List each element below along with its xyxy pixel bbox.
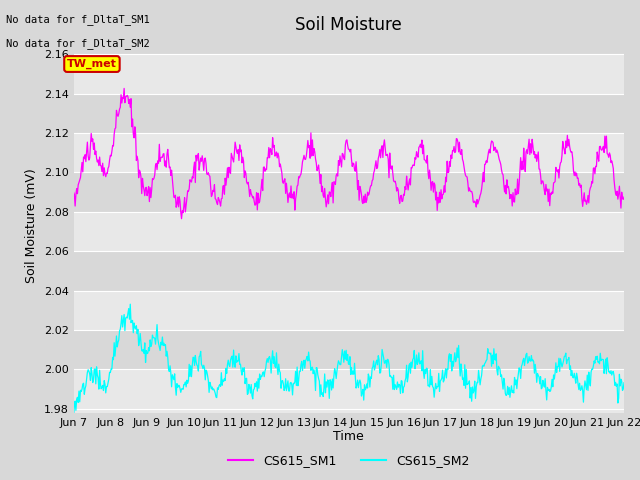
- Bar: [74, 370, 624, 409]
- Bar: [74, 212, 624, 251]
- Text: No data for f_DltaT_SM1: No data for f_DltaT_SM1: [6, 14, 150, 25]
- Bar: [74, 94, 624, 133]
- Bar: [74, 290, 624, 330]
- Legend: CS615_SM1, CS615_SM2: CS615_SM1, CS615_SM2: [223, 449, 475, 472]
- Y-axis label: Soil Moisture (mV): Soil Moisture (mV): [26, 168, 38, 283]
- Bar: [74, 330, 624, 370]
- Bar: [74, 409, 624, 432]
- Bar: [74, 19, 624, 54]
- Title: Soil Moisture: Soil Moisture: [296, 16, 402, 34]
- Bar: [74, 54, 624, 94]
- Text: TW_met: TW_met: [67, 59, 117, 69]
- Text: No data for f_DltaT_SM2: No data for f_DltaT_SM2: [6, 38, 150, 49]
- Bar: [74, 133, 624, 172]
- X-axis label: Time: Time: [333, 431, 364, 444]
- Bar: [74, 251, 624, 290]
- Bar: [74, 172, 624, 212]
